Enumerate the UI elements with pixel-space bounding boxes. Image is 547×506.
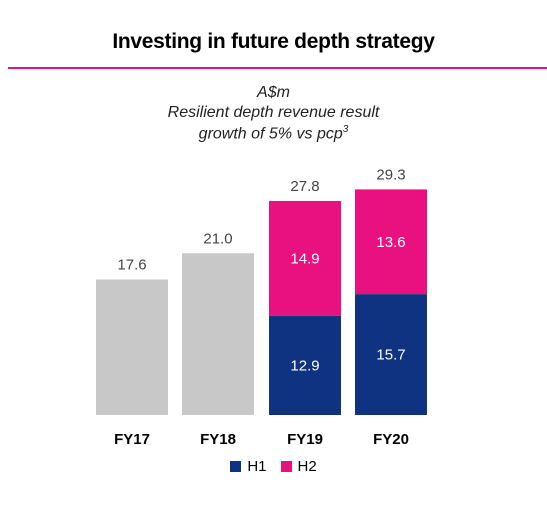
subtitle-line-1: Resilient depth revenue result xyxy=(167,104,380,121)
x-tick-fy20: FY20 xyxy=(373,431,409,448)
subtitle-line-2: growth of 5% vs pcp3 xyxy=(0,124,547,143)
legend-label-h2: H2 xyxy=(297,458,317,475)
title-divider xyxy=(8,67,547,69)
data-label-fy20-h1: 15.7 xyxy=(376,347,405,364)
x-tick-fy18: FY18 xyxy=(200,431,236,448)
legend: H1 H2 xyxy=(0,458,547,475)
total-label-fy18: 21.0 xyxy=(203,230,232,247)
data-label-fy19-h1: 12.9 xyxy=(290,357,319,374)
legend-label-h1: H1 xyxy=(247,458,267,475)
bar-fy19-h2 xyxy=(269,200,341,316)
data-label-fy19-h2: 14.9 xyxy=(290,250,319,267)
total-label-fy17: 17.6 xyxy=(117,256,146,273)
subtitle-line-2-text: growth of 5% vs pcp xyxy=(198,125,343,143)
x-tick-fy19: FY19 xyxy=(287,431,323,448)
x-tick-fy17: FY17 xyxy=(114,431,150,448)
bar-fy20-h1 xyxy=(355,294,427,415)
legend-item-h1: H1 xyxy=(230,458,267,475)
bar-fy19-h1 xyxy=(269,315,341,415)
legend-swatch-h1 xyxy=(230,461,242,472)
data-label-fy20-h2: 13.6 xyxy=(376,234,405,251)
bar-fy20-h2 xyxy=(355,189,427,295)
total-label-fy19: 27.8 xyxy=(290,178,319,195)
legend-swatch-h2 xyxy=(280,461,292,472)
subtitle-units: A$m xyxy=(257,84,290,101)
legend-item-h2: H2 xyxy=(280,458,317,475)
bar-fy17 xyxy=(96,279,168,415)
bar-fy18 xyxy=(182,253,254,415)
chart-title: Investing in future depth strategy xyxy=(112,30,435,53)
total-label-fy20: 29.3 xyxy=(376,166,405,183)
footnote-marker: 3 xyxy=(342,124,349,135)
